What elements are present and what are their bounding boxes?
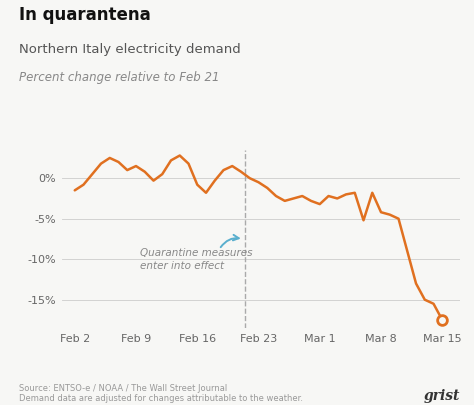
Text: Source: ENTSO-e / NOAA / The Wall Street Journal
Demand data are adjusted for ch: Source: ENTSO-e / NOAA / The Wall Street… — [19, 384, 303, 403]
Text: In quarantena: In quarantena — [19, 6, 151, 24]
Text: Quarantine measures
enter into effect: Quarantine measures enter into effect — [140, 247, 253, 271]
Text: Northern Italy electricity demand: Northern Italy electricity demand — [19, 43, 241, 55]
Text: Percent change relative to Feb 21: Percent change relative to Feb 21 — [19, 71, 219, 84]
Text: grist: grist — [423, 389, 460, 403]
